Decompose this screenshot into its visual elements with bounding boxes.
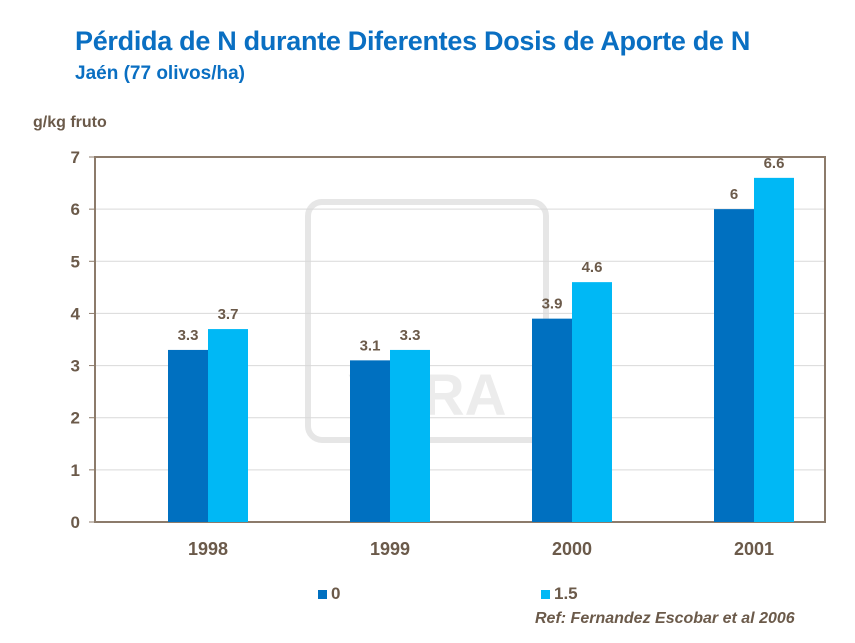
plot-frame: [94, 156, 826, 523]
data-label: 6.6: [764, 155, 785, 172]
y-tick-label: 0: [71, 513, 80, 532]
legend-label: 0: [331, 584, 341, 603]
y-tick-label: 7: [71, 148, 80, 167]
bar-2000-0: [532, 318, 572, 522]
bar-1998-0: [168, 349, 208, 522]
legend-swatch: [318, 589, 327, 599]
bar-2001-1.5: [754, 177, 794, 522]
chart-title: Pérdida de N durante Diferentes Dosis de…: [75, 26, 751, 56]
bar-1999-1.5: [390, 349, 430, 522]
y-tick-label: 5: [71, 252, 80, 271]
y-tick-label: 3: [71, 357, 80, 376]
x-tick-label: 1999: [370, 539, 410, 559]
x-tick-label: 2000: [552, 539, 592, 559]
bar-1999-0: [350, 360, 390, 522]
data-label: 3.9: [542, 296, 563, 313]
y-tick-label: 2: [71, 409, 80, 428]
bar-1998-1.5: [208, 329, 248, 522]
data-label: 4.6: [582, 259, 603, 276]
y-tick-label: 6: [71, 200, 80, 219]
data-label: 3.7: [218, 306, 239, 323]
bar-2001-0: [714, 209, 754, 522]
x-tick-label: 1998: [188, 539, 228, 559]
data-label: 6: [730, 186, 738, 203]
y-tick-label: 4: [71, 304, 81, 323]
y-tick-label: 1: [71, 461, 80, 480]
y-axis-label: g/kg fruto: [33, 114, 107, 131]
data-label: 3.3: [400, 327, 421, 344]
legend-item-1: 1.5: [541, 584, 578, 604]
data-label: 3.3: [178, 327, 199, 344]
x-tick-label: 2001: [734, 539, 774, 559]
reference-note: Ref: Fernandez Escobar et al 2006: [535, 610, 795, 627]
legend-item-0: 0: [318, 584, 340, 604]
legend-label: 1.5: [554, 584, 578, 603]
bar-2000-1.5: [572, 282, 612, 522]
chart-subtitle: Jaén (77 olivos/ha): [75, 63, 246, 84]
data-label: 3.1: [360, 337, 381, 354]
legend-swatch: [541, 589, 550, 599]
